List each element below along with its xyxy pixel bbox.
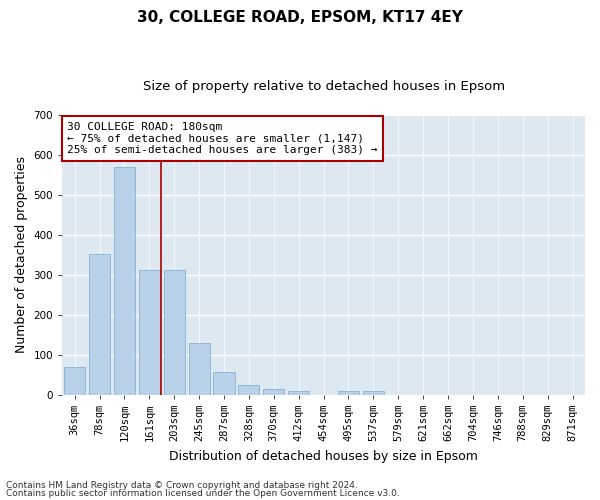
Bar	[363, 390, 384, 394]
Bar	[263, 388, 284, 394]
Bar	[89, 254, 110, 394]
Bar	[188, 342, 210, 394]
X-axis label: Distribution of detached houses by size in Epsom: Distribution of detached houses by size …	[169, 450, 478, 462]
Bar	[164, 270, 185, 394]
Bar	[338, 390, 359, 394]
Bar	[288, 392, 309, 394]
Text: Contains HM Land Registry data © Crown copyright and database right 2024.: Contains HM Land Registry data © Crown c…	[6, 481, 358, 490]
Bar	[64, 366, 85, 394]
Bar	[214, 372, 235, 394]
Y-axis label: Number of detached properties: Number of detached properties	[15, 156, 28, 354]
Text: 30, COLLEGE ROAD, EPSOM, KT17 4EY: 30, COLLEGE ROAD, EPSOM, KT17 4EY	[137, 10, 463, 25]
Bar	[238, 384, 259, 394]
Bar	[139, 270, 160, 394]
Title: Size of property relative to detached houses in Epsom: Size of property relative to detached ho…	[143, 80, 505, 93]
Bar	[114, 167, 135, 394]
Text: 30 COLLEGE ROAD: 180sqm
← 75% of detached houses are smaller (1,147)
25% of semi: 30 COLLEGE ROAD: 180sqm ← 75% of detache…	[67, 122, 378, 155]
Text: Contains public sector information licensed under the Open Government Licence v3: Contains public sector information licen…	[6, 488, 400, 498]
